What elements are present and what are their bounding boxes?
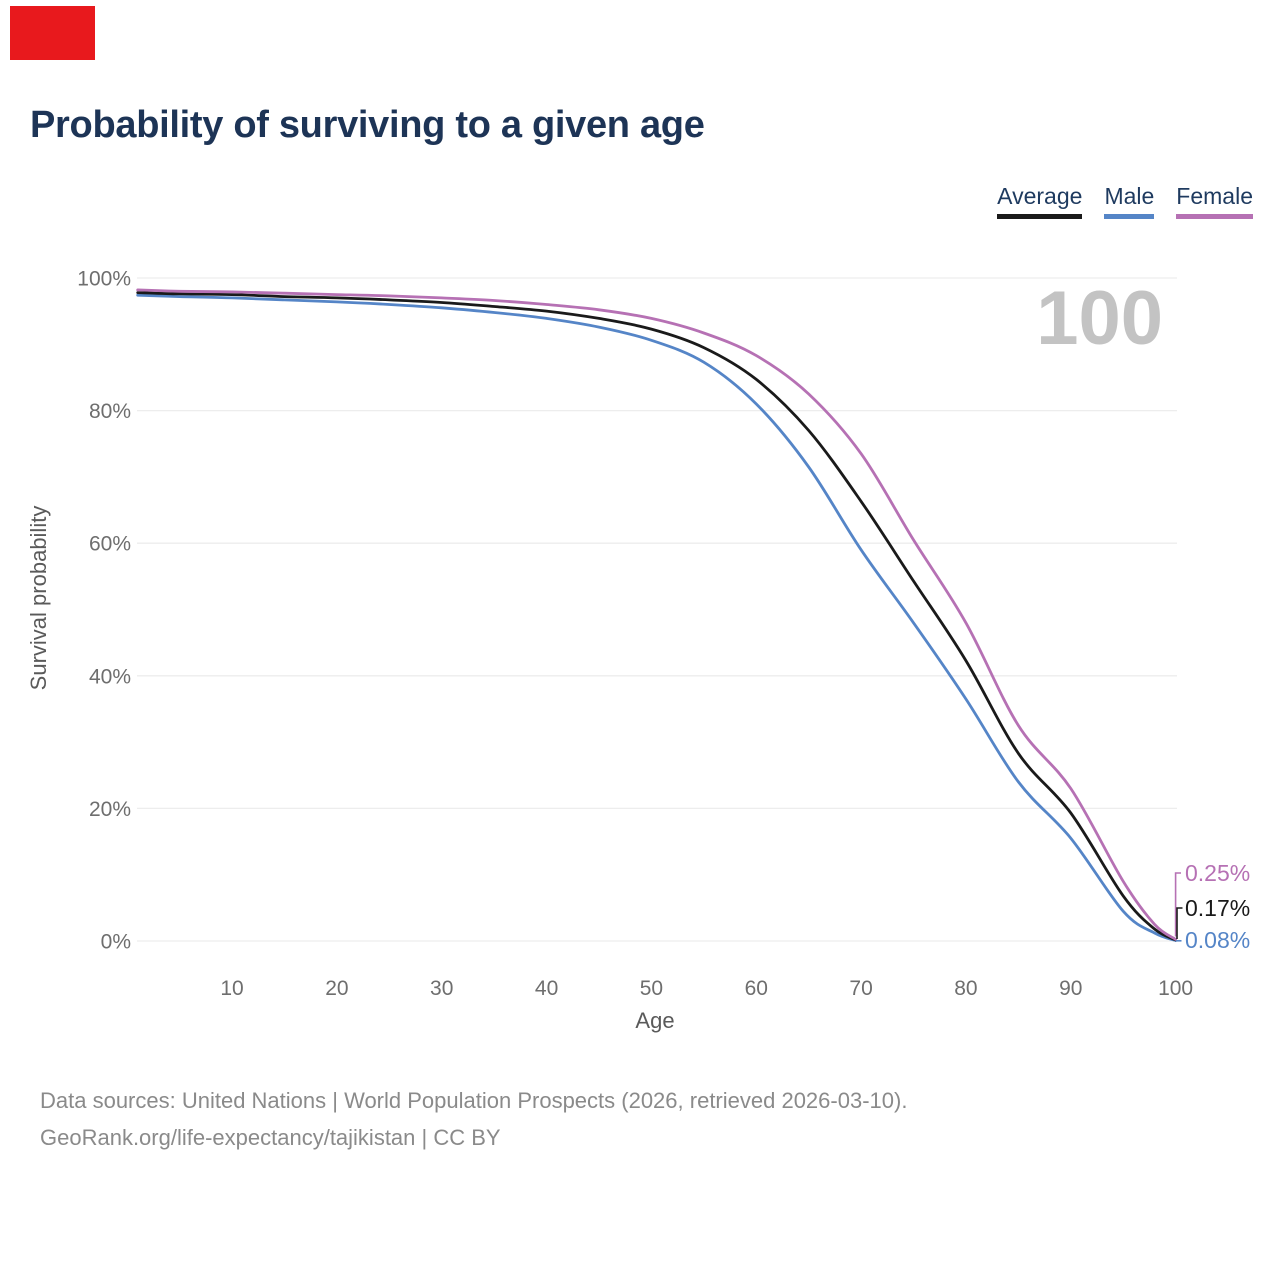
legend-label-male: Male	[1104, 183, 1155, 209]
legend-label-average: Average	[997, 183, 1083, 209]
y-tick-label: 20%	[89, 798, 131, 821]
x-tick-label: 70	[849, 977, 872, 1000]
legend-item-average[interactable]: Average	[997, 183, 1083, 219]
x-tick-label: 20	[325, 977, 348, 1000]
y-tick-label: 100%	[77, 268, 131, 291]
red-marker	[10, 6, 95, 60]
x-tick-label: 10	[220, 977, 243, 1000]
x-axis-title: Age	[635, 1008, 674, 1033]
legend-item-female[interactable]: Female	[1176, 183, 1253, 219]
y-tick-label: 60%	[89, 533, 131, 556]
series-average-line[interactable]	[136, 291, 1177, 942]
x-tick-labels: 10 20 30 40 50 60 70 80 90 100	[220, 977, 1193, 1000]
x-tick-label: 80	[954, 977, 977, 1000]
end-value-female: 0.25%	[1185, 860, 1250, 886]
y-axis-title: Survival probability	[26, 506, 51, 691]
y-tick-label: 0%	[101, 931, 131, 954]
x-tick-label: 40	[535, 977, 558, 1000]
series-male-line[interactable]	[136, 293, 1177, 942]
page-title: Probability of surviving to a given age	[30, 104, 705, 146]
y-tick-label: 80%	[89, 400, 131, 423]
y-tick-labels: 0% 20% 40% 60% 80% 100%	[77, 268, 131, 954]
footer-line-2: GeoRank.org/life-expectancy/tajikistan |…	[40, 1125, 501, 1150]
x-tick-label: 30	[430, 977, 453, 1000]
data-source-footer: Data sources: United Nations | World Pop…	[40, 1082, 907, 1156]
x-tick-label: 50	[640, 977, 663, 1000]
legend-item-male[interactable]: Male	[1104, 183, 1155, 219]
hovered-age-label: 100	[1036, 276, 1163, 361]
chart-legend: Average Male Female	[997, 183, 1253, 219]
end-connector-female	[1174, 872, 1181, 937]
end-value-male: 0.08%	[1185, 927, 1250, 953]
x-tick-label: 60	[745, 977, 768, 1000]
survival-chart[interactable]: 0% 20% 40% 60% 80% 100% 10 20 30 40 50 60 70 80 90 100…	[0, 0, 1280, 1060]
gridlines	[137, 277, 1177, 942]
legend-label-female: Female	[1176, 183, 1253, 209]
end-connector-average	[1176, 907, 1183, 939]
y-tick-label: 40%	[89, 665, 131, 688]
end-value-average: 0.17%	[1185, 895, 1250, 921]
footer-line-1: Data sources: United Nations | World Pop…	[40, 1088, 908, 1113]
x-tick-label: 90	[1059, 977, 1082, 1000]
x-tick-label: 100	[1158, 977, 1193, 1000]
series-female-line[interactable]	[136, 288, 1177, 941]
